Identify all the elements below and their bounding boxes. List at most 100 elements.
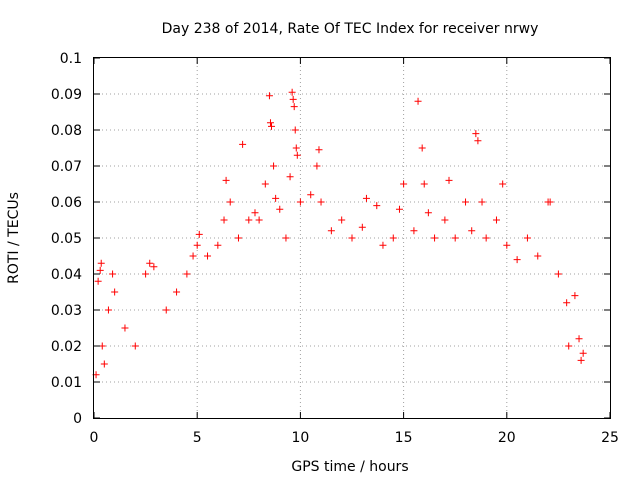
data-point (534, 252, 542, 260)
data-point (265, 92, 273, 100)
data-point (554, 270, 562, 278)
y-tick-label: 0.03 (51, 303, 82, 319)
data-point (565, 342, 573, 350)
data-point (292, 144, 300, 152)
data-point (317, 198, 325, 206)
data-point (441, 216, 449, 224)
data-point (97, 259, 105, 267)
data-point (234, 234, 242, 242)
data-point (239, 140, 247, 148)
data-point (96, 266, 104, 274)
data-point (111, 288, 119, 296)
data-point (563, 299, 571, 307)
data-point (173, 288, 181, 296)
data-point (395, 205, 403, 213)
data-point (245, 216, 253, 224)
data-point (296, 198, 304, 206)
data-point (150, 263, 158, 271)
data-point (400, 180, 408, 188)
y-tick-label: 0.05 (51, 231, 82, 247)
data-point (266, 119, 274, 127)
y-tick-label: 0.06 (51, 195, 82, 211)
data-point (307, 191, 315, 199)
data-point (291, 126, 299, 134)
data-point (290, 103, 298, 111)
data-point (162, 306, 170, 314)
data-point (193, 241, 201, 249)
data-point (276, 205, 284, 213)
data-point (577, 356, 585, 364)
data-point (338, 216, 346, 224)
data-point (424, 209, 432, 217)
data-point (272, 194, 280, 202)
data-point (418, 144, 426, 152)
data-point (478, 198, 486, 206)
data-point (222, 176, 230, 184)
data-point (204, 252, 212, 260)
data-point (482, 234, 490, 242)
data-point (226, 198, 234, 206)
data-point (214, 241, 222, 249)
data-point (420, 180, 428, 188)
data-point (474, 137, 482, 145)
ticks-layer: 0 5 10 15 20 25 0 0.01 0.02 0.03 0.04 0.05 0.06 0.07 0… (51, 51, 619, 446)
data-point (268, 122, 276, 130)
data-point (255, 216, 263, 224)
chart-title: Day 238 of 2014, Rate Of TEC Index for r… (162, 21, 539, 37)
data-point (373, 202, 381, 210)
y-tick-label: 0.07 (51, 159, 82, 175)
data-point (289, 95, 297, 103)
data-point (261, 180, 269, 188)
data-point (451, 234, 459, 242)
data-point (142, 270, 150, 278)
data-point (523, 234, 531, 242)
y-axis-title: ROTI / TECUs (6, 192, 22, 284)
y-tick-label: 0.02 (51, 339, 82, 355)
y-tick-label: 0.09 (51, 87, 82, 103)
data-point (94, 277, 102, 285)
data-point (546, 198, 554, 206)
data-point (146, 259, 154, 267)
y-tick-label: 0 (73, 411, 82, 427)
data-point (571, 292, 579, 300)
data-point (503, 241, 511, 249)
data-point (183, 270, 191, 278)
y-tick-label: 0.08 (51, 123, 82, 139)
data-point (348, 234, 356, 242)
data-point (492, 216, 500, 224)
data-point (327, 227, 335, 235)
x-tick-label: 20 (498, 430, 516, 446)
data-point (270, 162, 278, 170)
data-point (104, 306, 112, 314)
y-tick-label: 0.01 (51, 375, 82, 391)
data-point (251, 209, 259, 217)
data-point (358, 223, 366, 231)
data-point (362, 194, 370, 202)
x-axis-title: GPS time / hours (291, 459, 408, 475)
x-tick-label: 0 (90, 430, 99, 446)
y-tick-label: 0.04 (51, 267, 82, 283)
x-tick-label: 15 (395, 430, 413, 446)
data-point (579, 349, 587, 357)
data-point (513, 256, 521, 264)
data-point (220, 216, 228, 224)
data-point (282, 234, 290, 242)
data-point (100, 360, 108, 368)
data-point (288, 88, 296, 96)
data-point (293, 151, 301, 159)
data-points-layer (92, 88, 587, 379)
data-point (109, 270, 117, 278)
data-point (414, 97, 422, 105)
data-point (462, 198, 470, 206)
data-point (389, 234, 397, 242)
data-point (315, 146, 323, 154)
x-tick-label: 10 (291, 430, 309, 446)
data-point (379, 241, 387, 249)
data-point (286, 173, 294, 181)
plot-frame (93, 57, 611, 419)
grid-layer (94, 58, 610, 418)
data-point (410, 227, 418, 235)
data-point (431, 234, 439, 242)
